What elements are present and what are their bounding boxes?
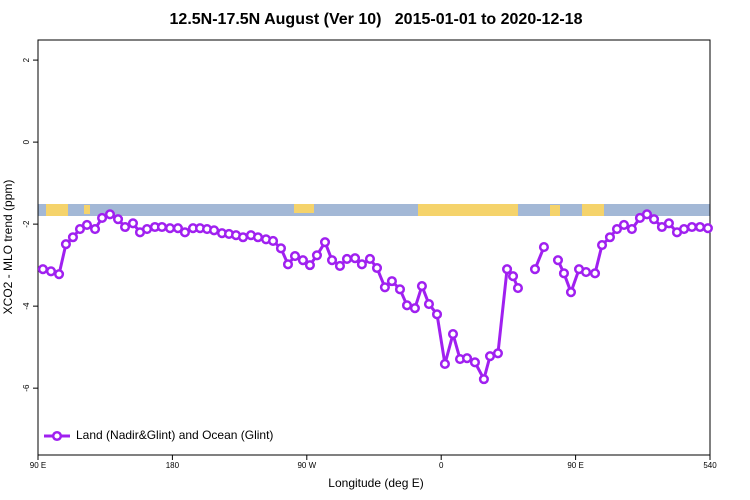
data-point [604, 232, 615, 243]
data-point [179, 227, 190, 238]
data-point [538, 242, 549, 253]
data-point [618, 219, 630, 230]
x-tick-label: 540 [703, 461, 717, 470]
data-point [334, 260, 346, 272]
data-point [371, 262, 383, 274]
data-point [54, 269, 65, 280]
data-point [507, 271, 519, 282]
data-point [409, 303, 420, 314]
data-point [529, 264, 541, 275]
data-point [120, 221, 131, 233]
data-point [663, 218, 674, 229]
data-point [648, 214, 660, 225]
legend-marker [51, 430, 63, 442]
data-point [431, 309, 443, 320]
data-point [141, 223, 153, 235]
data-point [275, 243, 287, 254]
data-point [461, 353, 473, 364]
data-point [416, 280, 427, 292]
data-point [127, 218, 139, 229]
data-point [641, 209, 653, 220]
data-point [611, 223, 623, 235]
data-point [164, 223, 176, 234]
data-point [492, 348, 503, 359]
data-point [447, 328, 459, 340]
data-point [401, 300, 413, 311]
y-tick-label: -6 [22, 384, 31, 392]
land-patch [84, 205, 90, 214]
data-point [364, 253, 376, 265]
data-point [565, 287, 577, 298]
data-point [297, 255, 308, 266]
data-point [512, 283, 524, 294]
data-point [311, 250, 323, 261]
data-point [172, 223, 183, 234]
data-point [702, 223, 713, 234]
land-patch [550, 205, 560, 216]
y-tick-label: -2 [22, 220, 31, 228]
y-axis-title: XCO2 - MLO trend (ppm) [1, 180, 15, 315]
x-tick-label: 90 E [567, 461, 583, 470]
map-strip [38, 204, 710, 216]
data-point [469, 357, 480, 368]
x-tick-label: 90 W [297, 461, 316, 470]
data-point [626, 223, 637, 235]
x-tick-label: 0 [439, 461, 444, 470]
land-patch [46, 204, 68, 216]
ocean-band [38, 204, 710, 216]
data-point [156, 221, 167, 233]
y-tick-label: 2 [22, 57, 31, 62]
data-point [326, 255, 338, 266]
data-point [589, 268, 601, 279]
land-patch [418, 204, 518, 216]
data-point [484, 351, 496, 362]
data-point [502, 264, 513, 275]
data-point [596, 239, 608, 251]
data-point [289, 251, 301, 262]
data-point [379, 282, 390, 293]
land-patch [582, 204, 604, 216]
data-point [341, 253, 353, 265]
data-point [252, 232, 264, 243]
data-point [686, 221, 697, 233]
y-tick-label: 0 [22, 139, 31, 144]
data-point [89, 223, 101, 235]
data-point [319, 237, 331, 248]
data-point [112, 214, 124, 225]
data-point [349, 253, 361, 264]
data-point [37, 264, 48, 275]
data-point [386, 276, 397, 287]
x-axis-title: Longitude (deg E) [328, 476, 423, 490]
y-tick-label: -4 [22, 302, 31, 310]
data-point [552, 255, 564, 266]
data-point [237, 232, 249, 243]
x-tick-label: 180 [166, 461, 180, 470]
data-point [74, 223, 86, 235]
data-point [304, 260, 315, 271]
data-point [97, 212, 108, 224]
data-point [439, 358, 450, 370]
data-point [558, 268, 570, 279]
data-point [678, 223, 690, 235]
data-point [60, 239, 71, 250]
data-point [67, 232, 78, 243]
data-point [268, 235, 279, 246]
land-patch [294, 204, 314, 213]
chart-title: 12.5N-17.5N August (Ver 10) 2015-01-01 t… [170, 11, 583, 28]
data-point [45, 266, 57, 277]
data-point [81, 219, 93, 230]
data-point [394, 284, 406, 295]
data-point [478, 374, 489, 385]
data-point [423, 299, 435, 310]
data-point [282, 259, 294, 270]
data-point [209, 225, 220, 236]
data-point [694, 221, 706, 233]
x-tick-label: 90 E [30, 461, 46, 470]
data-point [104, 209, 116, 220]
legend-label: Land (Nadir&Glint) and Ocean (Glint) [76, 428, 273, 442]
data-point [356, 259, 367, 270]
data-point [581, 267, 592, 278]
plot-frame [37, 39, 711, 456]
